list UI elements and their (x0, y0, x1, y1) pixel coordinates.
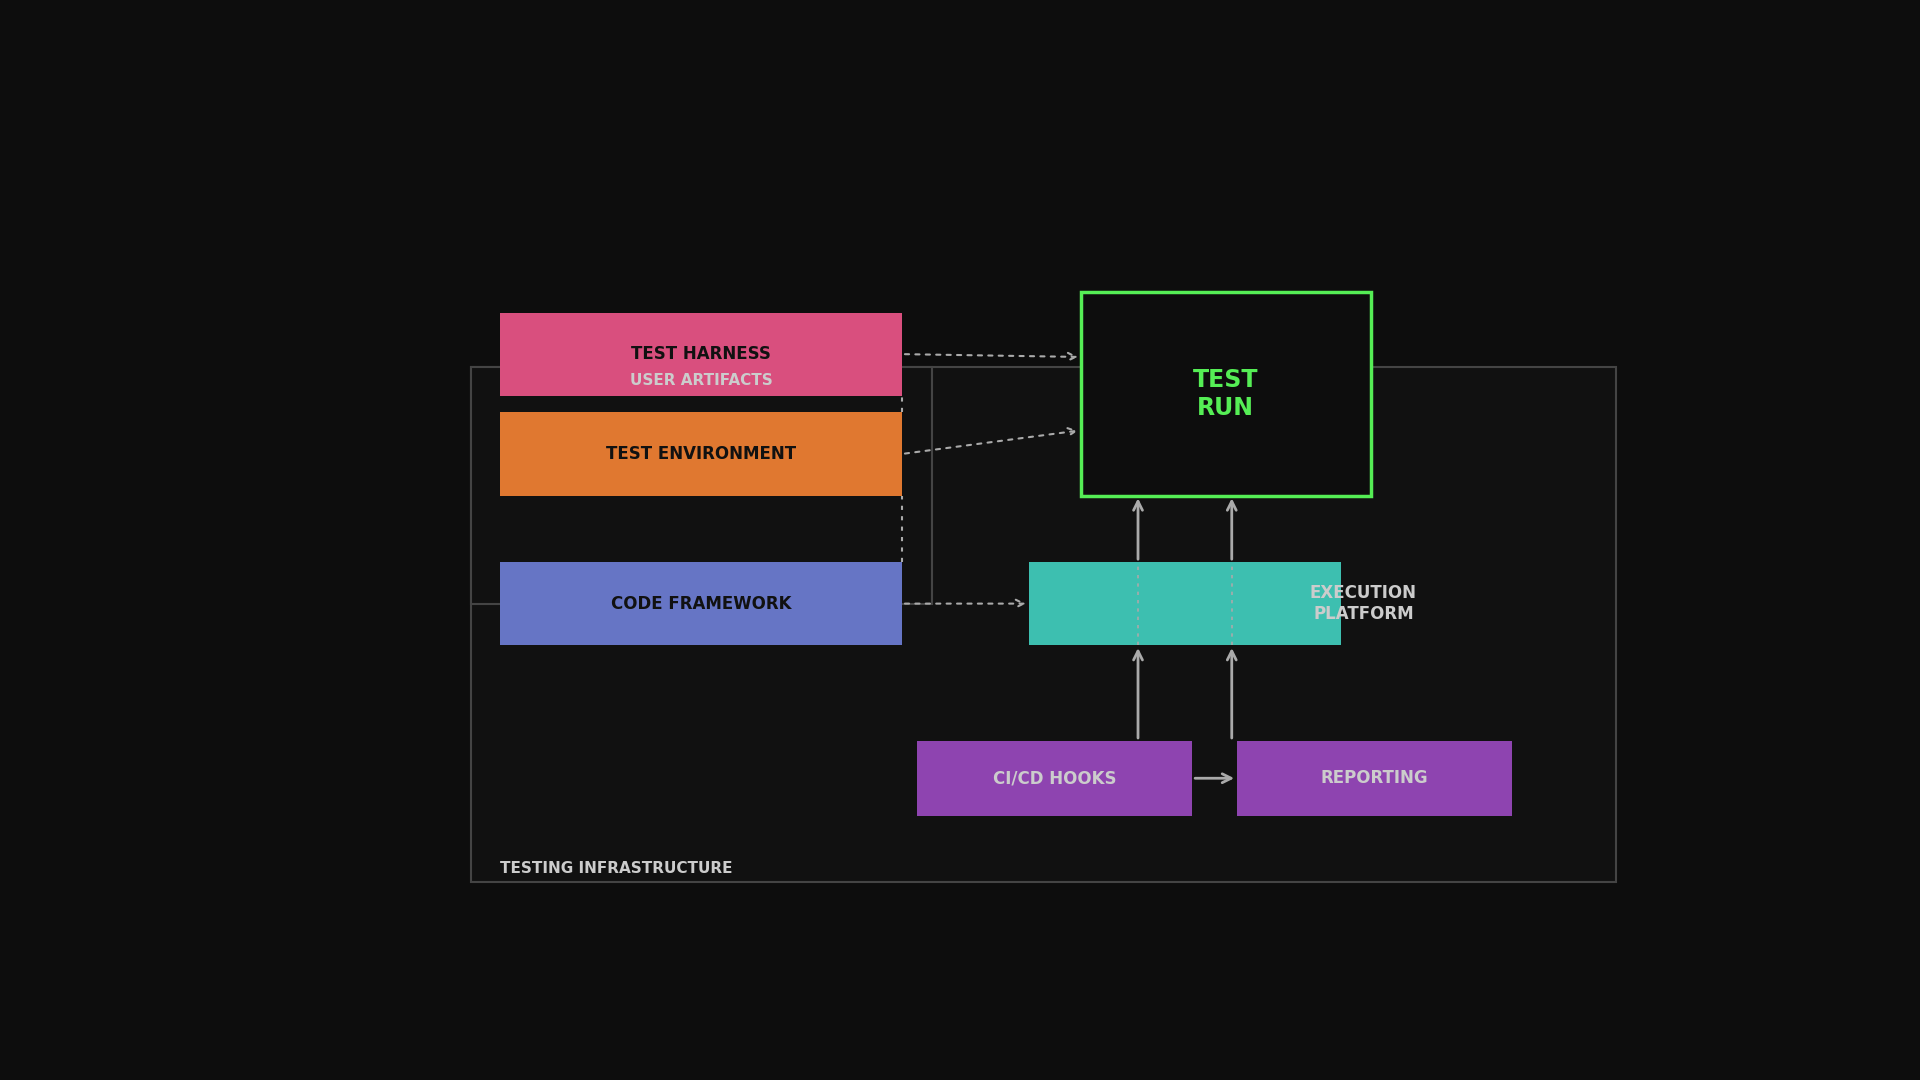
Text: TEST HARNESS: TEST HARNESS (632, 346, 772, 363)
FancyBboxPatch shape (501, 312, 902, 395)
Text: TEST
RUN: TEST RUN (1192, 367, 1258, 419)
Text: CODE FRAMEWORK: CODE FRAMEWORK (611, 595, 791, 612)
FancyBboxPatch shape (918, 741, 1192, 815)
FancyBboxPatch shape (501, 562, 902, 645)
FancyBboxPatch shape (470, 366, 931, 604)
Text: REPORTING: REPORTING (1321, 769, 1428, 787)
Text: EXECUTION
PLATFORM: EXECUTION PLATFORM (1309, 584, 1417, 623)
Text: TEST ENVIRONMENT: TEST ENVIRONMENT (607, 445, 797, 463)
FancyBboxPatch shape (470, 366, 1617, 882)
Text: USER ARTIFACTS: USER ARTIFACTS (630, 374, 772, 388)
FancyBboxPatch shape (1029, 562, 1340, 645)
Text: TESTING INFRASTRUCTURE: TESTING INFRASTRUCTURE (501, 861, 733, 876)
FancyBboxPatch shape (1236, 741, 1513, 815)
FancyBboxPatch shape (1081, 292, 1371, 496)
Text: CI/CD HOOKS: CI/CD HOOKS (993, 769, 1116, 787)
FancyBboxPatch shape (501, 413, 902, 496)
